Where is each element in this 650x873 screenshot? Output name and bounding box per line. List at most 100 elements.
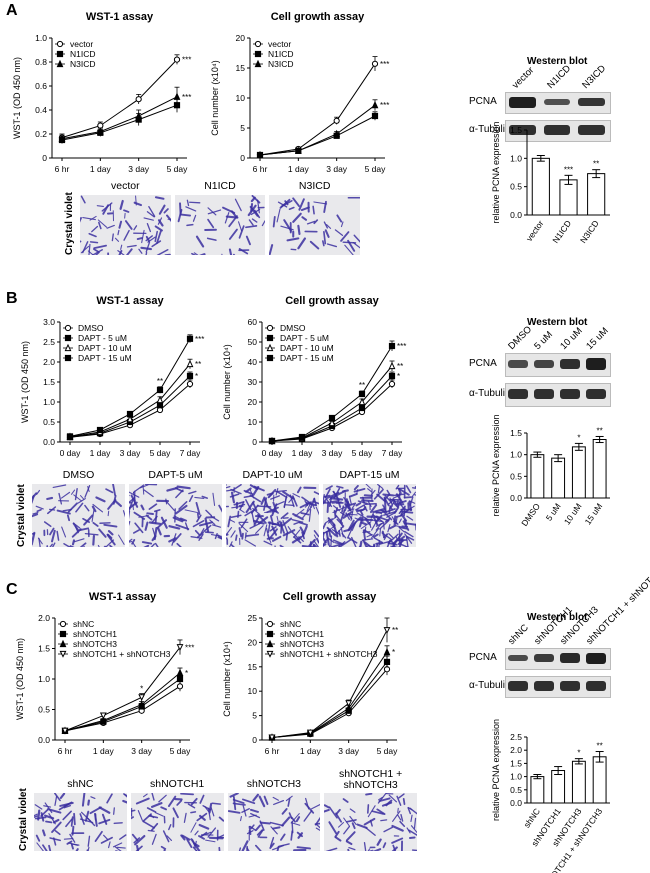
- stained-cell: [133, 543, 137, 547]
- marker-square-solid: [267, 355, 272, 360]
- marker-square-solid: [299, 434, 304, 439]
- stained-cell: [363, 532, 370, 533]
- stained-cell: [117, 847, 125, 848]
- marker-circle-open: [136, 97, 141, 102]
- marker-circle-open: [177, 684, 182, 689]
- stained-cell: [387, 509, 395, 512]
- x-tick-label: 15 uM: [583, 501, 605, 526]
- stained-cell: [94, 246, 106, 249]
- stained-cell: [124, 231, 129, 240]
- lane-label: 10 uM: [558, 326, 584, 352]
- y-tick-label: 0.0: [510, 798, 522, 808]
- stained-cell: [95, 832, 102, 841]
- stained-cell: [259, 797, 264, 806]
- stained-cell: [316, 828, 320, 831]
- marker-square-solid: [157, 387, 162, 392]
- stained-cell: [193, 215, 195, 221]
- stained-cell: [276, 489, 278, 495]
- crystal-violet-micrograph: [269, 195, 360, 255]
- y-tick-label: 1.5: [510, 428, 522, 438]
- stained-cell: [247, 535, 259, 537]
- stained-cell: [288, 527, 290, 531]
- x-tick-label: 5 day: [352, 448, 374, 458]
- stained-cell: [311, 805, 319, 809]
- stained-cell: [281, 546, 288, 547]
- stained-cell: [161, 807, 166, 809]
- marker-circle-open: [57, 41, 62, 46]
- marker-circle-open: [372, 61, 377, 66]
- marker-triangle-down-open: [267, 651, 272, 656]
- stained-cell: [143, 794, 147, 797]
- x-tick-label: 5 day: [150, 448, 172, 458]
- stained-cell: [238, 222, 241, 231]
- stained-cell: [52, 822, 61, 832]
- chart-title: Cell growth assay: [283, 591, 377, 603]
- legend-entry: vector: [253, 39, 291, 49]
- stained-cell: [222, 254, 223, 255]
- stained-cell: [123, 511, 125, 523]
- stained-cell: [177, 544, 184, 547]
- stained-cell: [325, 805, 329, 807]
- stained-cell: [147, 808, 155, 812]
- stained-cell: [143, 821, 154, 827]
- stained-cell: [211, 807, 214, 816]
- y-tick-label: 0.5: [510, 471, 522, 481]
- stained-cell: [339, 823, 344, 828]
- stained-cell: [349, 848, 355, 850]
- stained-cell: [256, 826, 260, 830]
- pcna-band: [560, 359, 580, 369]
- stained-cell: [128, 246, 137, 247]
- stained-cell: [100, 807, 110, 812]
- stained-cell: [339, 531, 340, 536]
- y-tick-label: 1.0: [510, 772, 522, 782]
- stained-cell: [47, 498, 52, 499]
- legend-label: N1ICD: [268, 49, 294, 59]
- stained-cell: [45, 544, 52, 547]
- stained-cell: [129, 522, 130, 528]
- stained-cell: [137, 799, 149, 804]
- stained-cell: [155, 510, 160, 511]
- chart-title: Cell growth assay: [271, 11, 365, 23]
- stained-cell: [347, 832, 355, 840]
- stained-cell: [54, 820, 58, 822]
- stained-cell: [357, 510, 362, 511]
- stained-cell: [187, 225, 193, 226]
- stained-cell: [87, 847, 88, 851]
- stained-cell: [304, 811, 312, 822]
- y-tick-label: 3.0: [43, 317, 55, 327]
- y-tick-label: 1.0: [38, 674, 50, 684]
- stained-cell: [96, 498, 104, 502]
- stained-cell: [187, 840, 191, 848]
- stained-cell: [374, 538, 381, 542]
- stained-cell: [241, 809, 248, 812]
- y-tick-label: 1.0: [43, 397, 55, 407]
- stained-cell: [286, 505, 294, 506]
- stained-cell: [161, 847, 165, 849]
- stained-cell: [380, 529, 381, 536]
- stained-cell: [118, 230, 119, 234]
- stained-cell: [226, 487, 230, 491]
- stained-cell: [177, 801, 181, 805]
- stained-cell: [399, 519, 401, 523]
- stained-cell: [288, 238, 299, 240]
- crystal-violet-micrograph: [131, 793, 224, 851]
- marker-triangle-down-open: [384, 628, 389, 633]
- stained-cell: [114, 808, 115, 814]
- stained-cell: [191, 799, 196, 805]
- x-tick-label: 7 day: [180, 448, 202, 458]
- stained-cell: [213, 525, 221, 527]
- x-tick-label: N1ICD: [550, 218, 573, 245]
- y-tick-label: 0.5: [38, 705, 50, 715]
- y-tick-label: 2.0: [38, 613, 50, 623]
- stained-cell: [300, 199, 305, 209]
- chart-title: WST-1 assay: [96, 295, 164, 307]
- stained-cell: [415, 495, 416, 498]
- micrograph-label: vector: [80, 181, 171, 192]
- stained-cell: [353, 823, 355, 828]
- stained-cell: [207, 238, 215, 240]
- y-axis-label: Cell number (x10⁴): [222, 344, 232, 419]
- series-line: [272, 376, 392, 441]
- stained-cell: [152, 793, 154, 800]
- stained-cell: [156, 544, 159, 547]
